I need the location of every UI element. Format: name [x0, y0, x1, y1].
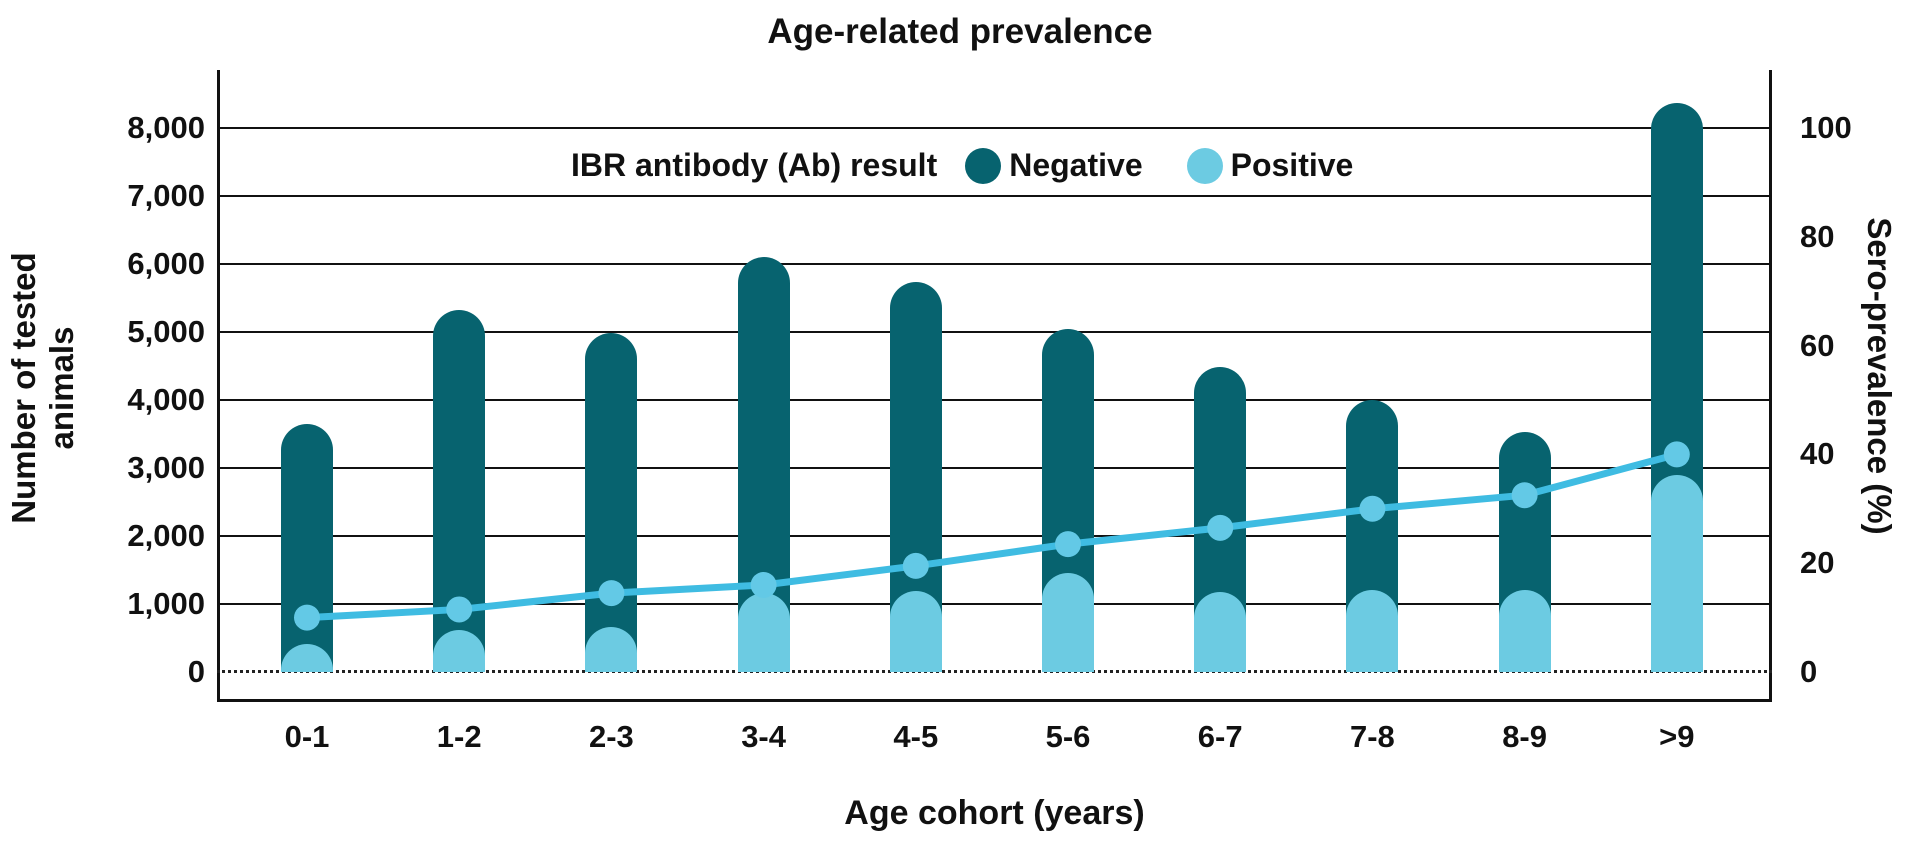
x-axis-title: Age cohort (years): [844, 794, 1145, 832]
positive-bar-5-6: [1042, 572, 1094, 672]
positive-bar-7-8: [1346, 589, 1399, 672]
positive-bar-8-9: [1498, 589, 1551, 672]
prevalence-line-layer: [294, 441, 1690, 631]
y-tick-label-left-8000: 8,000: [127, 110, 205, 145]
x-tick-label->9: >9: [1659, 719, 1695, 754]
gridline-3000: [217, 467, 1772, 469]
bottom-axis-line: [217, 699, 1772, 702]
y-tick-label-left-2000: 2,000: [127, 518, 205, 553]
x-tick-label-1-2: 1-2: [436, 719, 482, 754]
gridline-7000: [217, 195, 1772, 197]
sero-prevalence-dot-2-3: [598, 580, 625, 607]
sero-prevalence-dot-5-6: [1055, 531, 1081, 558]
legend: IBR antibody (Ab) result Negative Positi…: [571, 147, 1397, 184]
gridline-8000: [217, 127, 1772, 129]
negative-bar-2-3: [585, 333, 638, 672]
x-tick-label-6-7: 6-7: [1197, 719, 1243, 754]
gridline-6000: [217, 263, 1772, 265]
y-tick-label-right-100: 100: [1800, 110, 1852, 145]
positive-bar->9: [1650, 474, 1703, 672]
right-axis-line: [1769, 70, 1772, 702]
left-axis-line: [217, 70, 220, 702]
positive-bar-2-3: [585, 627, 638, 672]
y-tick-label-left-5000: 5,000: [127, 314, 205, 349]
legend-item-label: Negative: [1009, 147, 1143, 183]
positive-bar-1-2: [433, 629, 486, 672]
sero-prevalence-dot-8-9: [1511, 482, 1538, 509]
positive-bar-6-7: [1194, 591, 1247, 672]
x-tick-label-0-1: 0-1: [284, 719, 330, 754]
legend-item-negative: Negative: [965, 147, 1143, 184]
y-tick-label-left-6000: 6,000: [127, 246, 205, 281]
x-tick-label-3-4: 3-4: [741, 719, 786, 754]
x-tick-label-5-6: 5-6: [1045, 719, 1091, 754]
sero-prevalence-dot-3-4: [750, 571, 777, 598]
sero-prevalence-line: [306, 451, 1678, 622]
zero-baseline-dotted-line: [217, 670, 1772, 673]
sero-prevalence-dot-4-5: [902, 552, 929, 579]
sero-prevalence-dot-6-7: [1207, 514, 1234, 541]
negative-swatch-icon: [965, 147, 1002, 184]
x-tick-label-8-9: 8-9: [1502, 719, 1547, 754]
positive-swatch-icon: [1186, 147, 1223, 184]
sero-prevalence-dot-1-2: [446, 596, 473, 623]
y-tick-label-left-4000: 4,000: [127, 382, 205, 417]
y-tick-label-right-0: 0: [1800, 654, 1818, 689]
y-tick-label-right-40: 40: [1800, 436, 1835, 472]
y-tick-label-left-0: 0: [187, 654, 205, 689]
positive-bar-4-5: [889, 591, 942, 672]
gridline-4000: [217, 399, 1772, 401]
y-tick-label-left-7000: 7,000: [127, 178, 205, 213]
y-tick-label-left-1000: 1,000: [127, 586, 205, 621]
y-tick-label-right-20: 20: [1800, 545, 1835, 581]
x-tick-label-4-5: 4-5: [893, 719, 939, 754]
negative-bar-0-1: [281, 423, 333, 672]
legend-item-label: Positive: [1230, 147, 1354, 183]
gridline-2000: [217, 535, 1772, 537]
positive-bar-3-4: [737, 593, 790, 672]
gridline-1000: [217, 603, 1772, 605]
sero-prevalence-dot-7-8: [1359, 495, 1386, 522]
y-tick-label-right-80: 80: [1800, 218, 1835, 254]
legend-item-positive: Positive: [1186, 147, 1354, 184]
y-tick-label-right-60: 60: [1800, 327, 1835, 363]
gridline-5000: [217, 331, 1772, 333]
plot-area: [217, 70, 1772, 702]
sero-prevalence-dot-0-1: [294, 604, 320, 631]
legend-title: IBR antibody (Ab) result: [571, 147, 938, 183]
y-tick-label-left-3000: 3,000: [127, 450, 205, 485]
sero-prevalence-dot->9: [1663, 441, 1690, 468]
chart-title: Age-related prevalence: [767, 12, 1153, 51]
x-tick-label-2-3: 2-3: [588, 719, 634, 754]
x-tick-label-7-8: 7-8: [1349, 719, 1395, 754]
